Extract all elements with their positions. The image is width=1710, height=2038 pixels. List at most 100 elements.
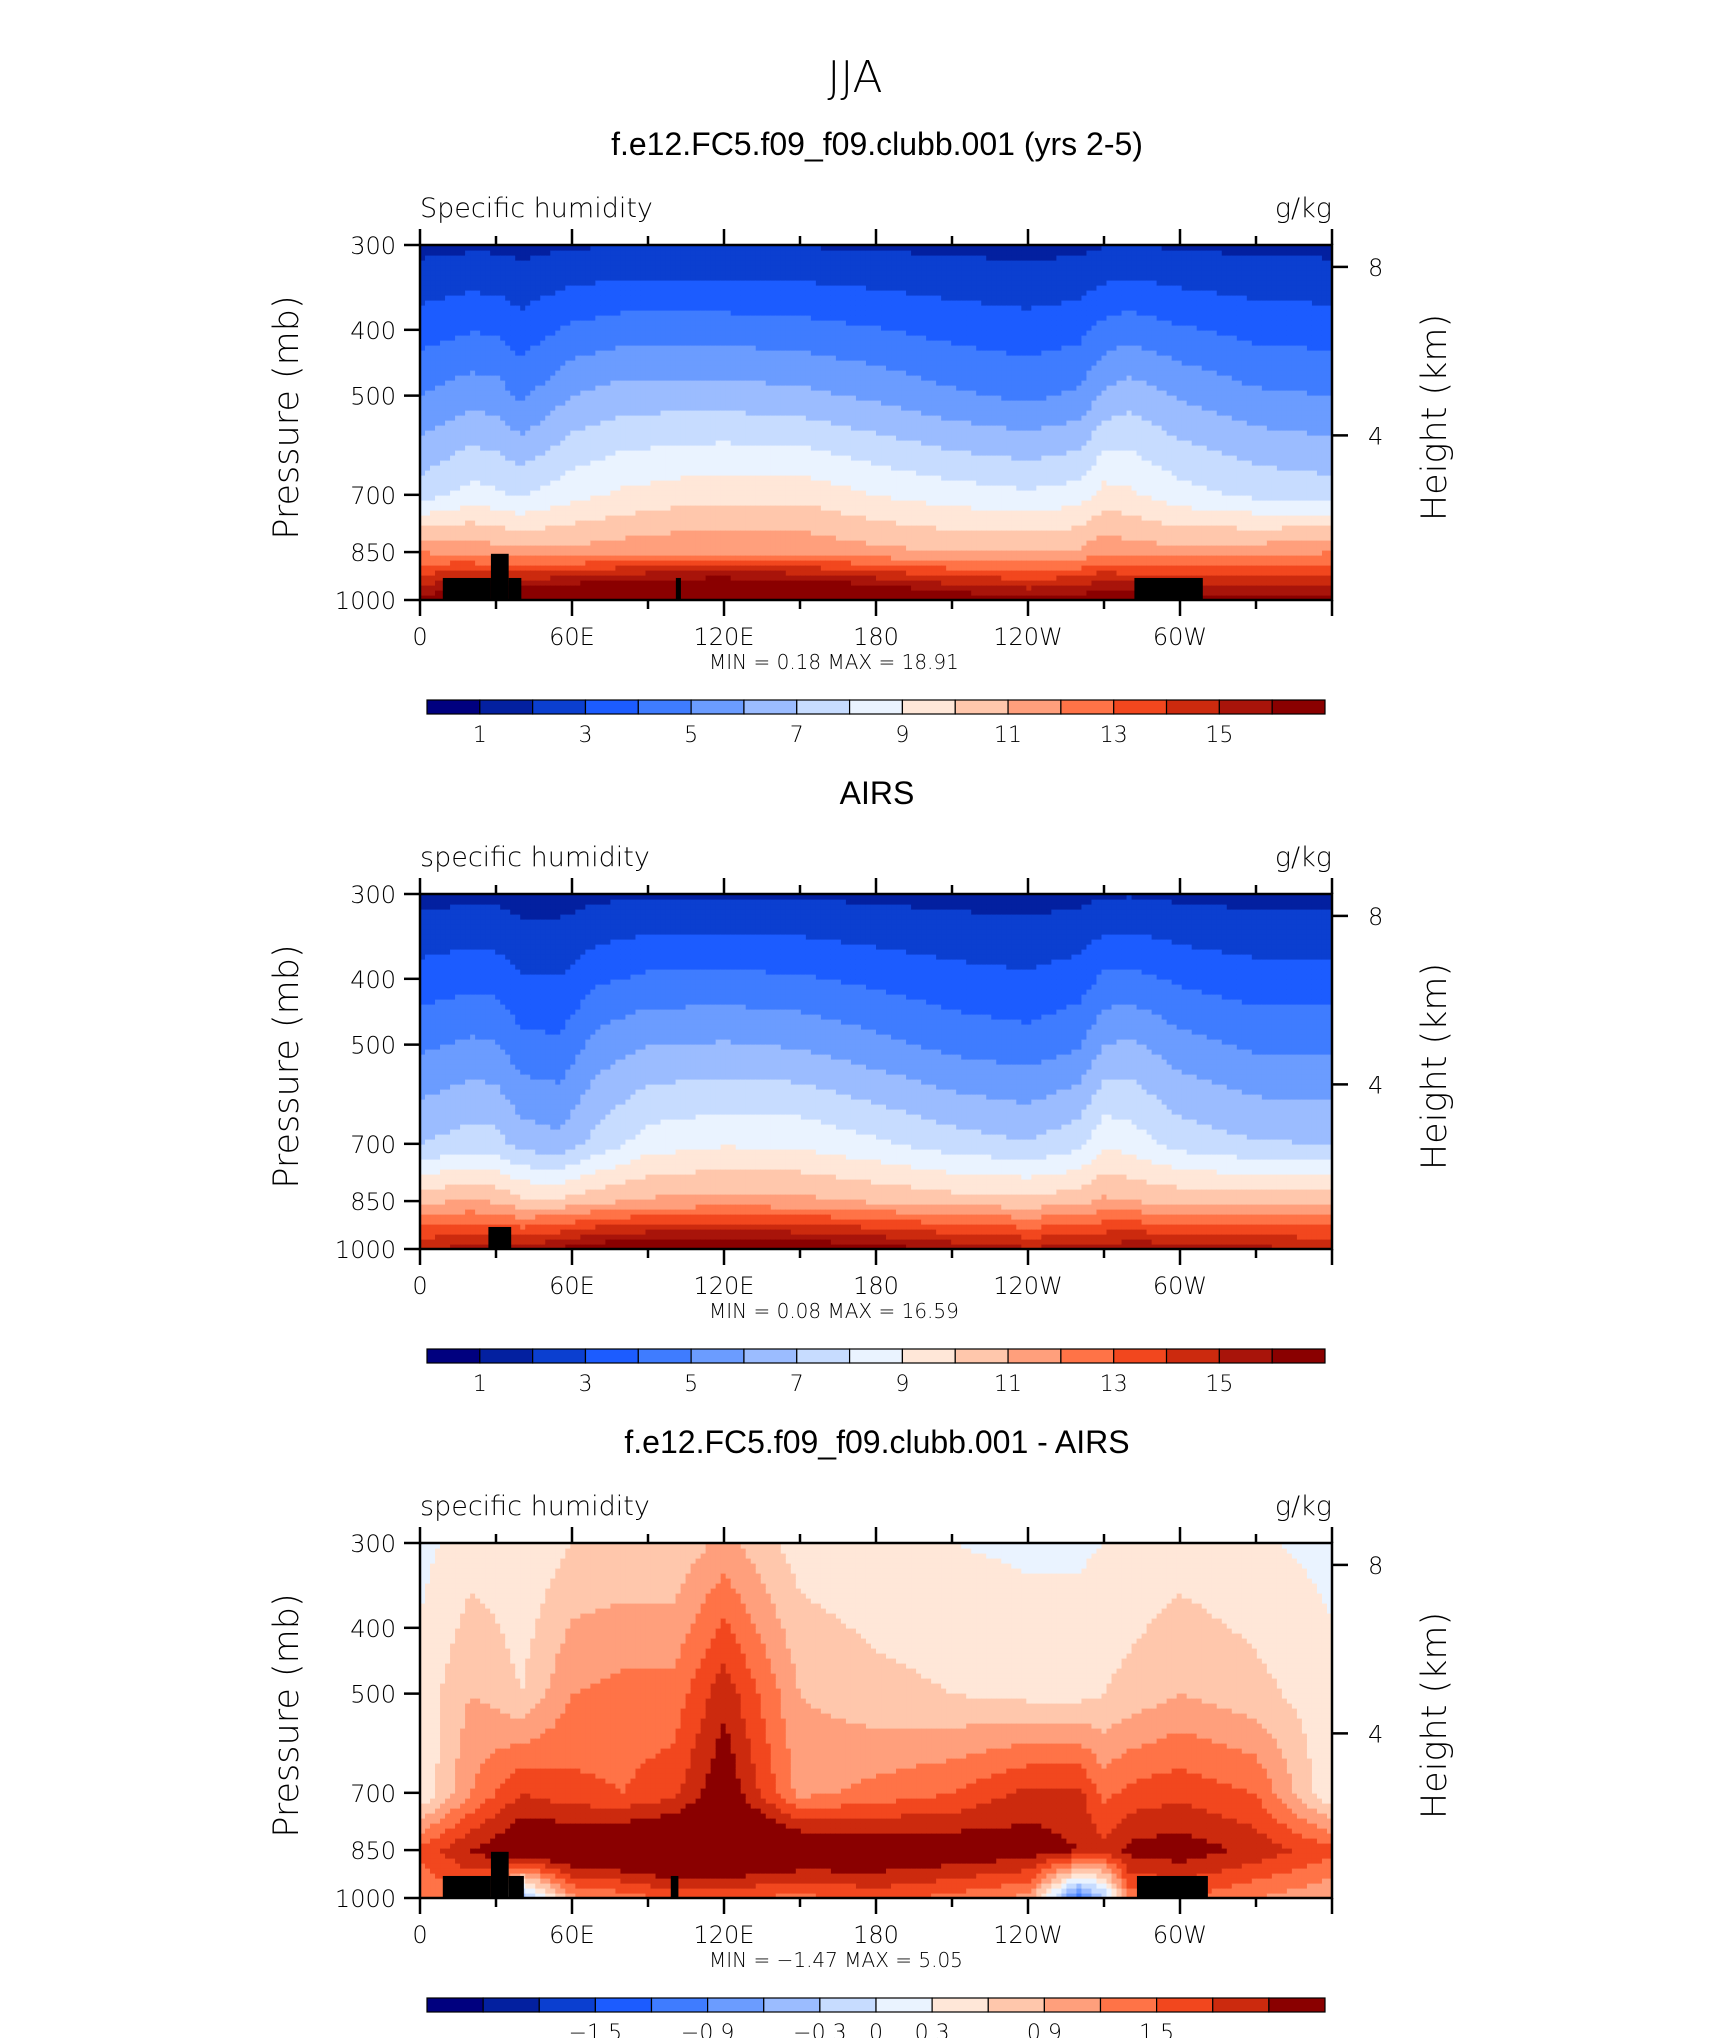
heatmap-cell (435, 285, 441, 291)
heatmap-cell (681, 500, 687, 506)
heatmap-cell (495, 425, 501, 431)
heatmap-cell (701, 260, 707, 266)
heatmap-cell (500, 490, 506, 496)
heatmap-cell (701, 255, 707, 261)
heatmap-cell (430, 355, 436, 361)
heatmap-cell (455, 570, 461, 576)
heatmap-cell (425, 330, 431, 336)
heatmap-cell (656, 320, 662, 326)
heatmap-cell (651, 475, 657, 481)
heatmap-cell (651, 355, 657, 361)
heatmap-cell (661, 460, 667, 466)
heatmap-cell (550, 415, 556, 421)
heatmap-cell (731, 330, 737, 336)
heatmap-cell (465, 420, 471, 426)
heatmap-cell (595, 330, 601, 336)
heatmap-cell (620, 335, 626, 341)
heatmap-cell (721, 325, 727, 331)
heatmap-cell (721, 505, 727, 511)
heatmap-cell (620, 545, 626, 551)
heatmap-cell (676, 445, 682, 451)
heatmap-cell (716, 390, 722, 396)
heatmap-cell (550, 285, 556, 291)
heatmap-cell (681, 510, 687, 516)
heatmap-cell (711, 590, 717, 596)
heatmap-cell (666, 250, 672, 256)
heatmap-cell (605, 400, 611, 406)
heatmap-cell (500, 410, 506, 416)
heatmap-cell (746, 325, 752, 331)
heatmap-cell (575, 565, 581, 571)
heatmap-cell (430, 565, 436, 571)
heatmap-cell (666, 315, 672, 321)
heatmap-cell (620, 345, 626, 351)
heatmap-cell (751, 295, 757, 301)
heatmap-cell (435, 385, 441, 391)
heatmap-cell (696, 285, 702, 291)
heatmap-cell (510, 360, 516, 366)
heatmap-cell (505, 525, 511, 531)
heatmap-cell (430, 360, 436, 366)
heatmap-cell (560, 330, 566, 336)
heatmap-cell (620, 480, 626, 486)
heatmap-cell (741, 575, 747, 581)
heatmap-cell (605, 430, 611, 436)
heatmap-cell (565, 520, 571, 526)
heatmap-cell (645, 290, 651, 296)
heatmap-cell (435, 405, 441, 411)
heatmap-cell (661, 265, 667, 271)
heatmap-cell (490, 300, 496, 306)
heatmap-cell (435, 450, 441, 456)
heatmap-cell (580, 255, 586, 261)
heatmap-cell (595, 515, 601, 521)
heatmap-cell (751, 425, 757, 431)
heatmap-cell (726, 540, 732, 546)
heatmap-cell (671, 300, 677, 306)
heatmap-cell (450, 450, 456, 456)
heatmap-cell (440, 330, 446, 336)
heatmap-cell (676, 550, 682, 556)
heatmap-cell (600, 410, 606, 416)
heatmap-cell (540, 365, 546, 371)
heatmap-cell (460, 470, 466, 476)
heatmap-cell (701, 460, 707, 466)
heatmap-cell (716, 385, 722, 391)
heatmap-cell (696, 480, 702, 486)
heatmap-cell (701, 550, 707, 556)
heatmap-cell (485, 430, 491, 436)
heatmap-cell (550, 300, 556, 306)
heatmap-cell (711, 370, 717, 376)
heatmap-cell (535, 415, 541, 421)
heatmap-cell (716, 410, 722, 416)
heatmap-cell (731, 295, 737, 301)
heatmap-cell (640, 510, 646, 516)
heatmap-cell (605, 535, 611, 541)
heatmap-cell (721, 575, 727, 581)
heatmap-cell (716, 580, 722, 586)
heatmap-cell (570, 580, 576, 586)
heatmap-cell (430, 550, 436, 556)
heatmap-cell (530, 280, 536, 286)
heatmap-cell (555, 350, 561, 356)
heatmap-cell (495, 260, 501, 266)
heatmap-cell (701, 535, 707, 541)
heatmap-cell (681, 360, 687, 366)
heatmap-cell (671, 505, 677, 511)
heatmap-cell (590, 590, 596, 596)
heatmap-cell (751, 410, 757, 416)
heatmap-cell (615, 535, 621, 541)
heatmap-cell (515, 500, 521, 506)
heatmap-cell (470, 555, 476, 561)
heatmap-cell (520, 315, 526, 321)
heatmap-cell (615, 510, 621, 516)
heatmap-cell (575, 505, 581, 511)
heatmap-cell (435, 400, 441, 406)
heatmap-cell (605, 450, 611, 456)
heatmap-cell (605, 570, 611, 576)
heatmap-cell (595, 510, 601, 516)
heatmap-cell (686, 425, 692, 431)
heatmap-cell (460, 390, 466, 396)
heatmap-cell (625, 590, 631, 596)
heatmap-cell (706, 420, 712, 426)
heatmap-cell (535, 435, 541, 441)
